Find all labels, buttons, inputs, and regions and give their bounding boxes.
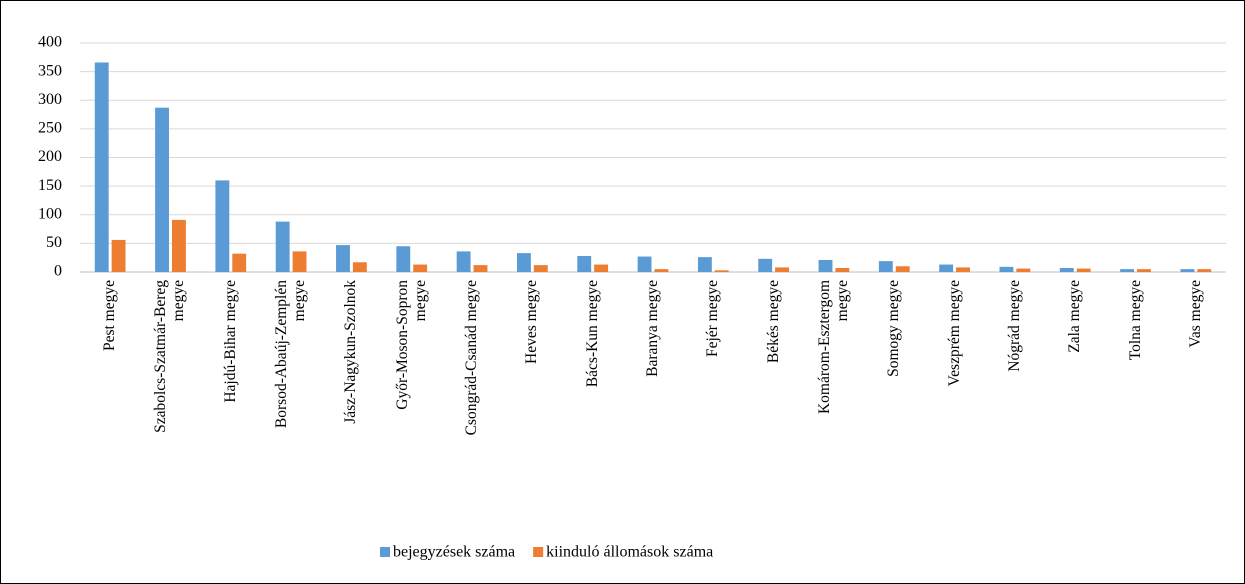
bar (654, 269, 669, 272)
x-tick-label: Veszprém megye (945, 280, 963, 387)
x-tick-label: Komárom-Esztergom megye (815, 280, 851, 415)
bar (594, 264, 609, 272)
bar (999, 266, 1014, 272)
bar (835, 267, 850, 272)
x-tick-label: Szabolcs-Szatmár-Bereg megye (152, 280, 188, 433)
bar (637, 256, 652, 272)
y-tick-label: 100 (38, 205, 62, 222)
bar (456, 251, 471, 272)
y-tick-label: 200 (38, 148, 62, 165)
bar (1137, 269, 1151, 272)
legend-label: bejegyzések száma (393, 544, 515, 561)
bar (956, 267, 970, 272)
legend-swatch (380, 547, 390, 557)
bar (275, 221, 290, 272)
legend-swatch (533, 547, 544, 557)
bar (818, 259, 833, 272)
bar (1076, 268, 1091, 272)
y-tick-label: 150 (38, 177, 62, 194)
x-tick-label: Somogy megye (885, 280, 903, 377)
x-tick-label: Jász-Nagykun-Szolnok (342, 280, 360, 424)
legend-label: kiinduló állomások száma (546, 544, 713, 561)
y-tick-label: 350 (38, 62, 62, 79)
bar (336, 245, 350, 272)
bar (215, 180, 230, 272)
x-tick-label: Vas megye (1186, 280, 1204, 348)
bar (516, 253, 531, 272)
y-tick-label: 300 (38, 91, 62, 108)
bar (878, 261, 893, 272)
bar (171, 219, 186, 272)
x-tick-label: Csongrád-Csanád megye (463, 280, 481, 436)
bar (292, 251, 307, 272)
x-tick-label: Pest megye (101, 280, 119, 352)
bar (533, 265, 548, 272)
bar (1197, 269, 1212, 272)
x-tick-label: Győr-Moson-Sopron megye (393, 280, 429, 410)
x-tick-label: Tolna megye (1126, 280, 1144, 361)
bar (473, 265, 488, 272)
bar (775, 267, 790, 272)
bar (94, 62, 109, 273)
y-tick-label: 50 (46, 234, 62, 251)
bar (111, 239, 126, 272)
bar (352, 262, 367, 272)
bar (939, 264, 954, 272)
x-tick-label: Baranya megye (644, 280, 661, 377)
bar (895, 266, 910, 272)
y-tick-label: 0 (54, 263, 62, 280)
y-tick-label: 250 (38, 120, 62, 137)
bar (1180, 269, 1195, 272)
bar (232, 253, 247, 272)
bar (714, 270, 729, 272)
bar (396, 246, 411, 272)
bar (413, 264, 428, 272)
y-tick-label: 400 (38, 34, 62, 51)
bar (1016, 268, 1031, 272)
x-tick-label: Heves megye (523, 280, 541, 364)
bar (1059, 267, 1074, 272)
bar (1120, 269, 1135, 272)
x-tick-label: Zala megye (1066, 280, 1084, 353)
bar (758, 258, 773, 272)
x-tick-label: Fejér megye (704, 280, 722, 358)
bar (577, 255, 592, 272)
bar (697, 257, 712, 272)
x-tick-label: Bács-Kun megye (583, 280, 601, 388)
bar (155, 107, 169, 272)
x-tick-label: Nógrád megye (1005, 280, 1023, 372)
x-tick-label: Békés megye (764, 280, 782, 364)
x-tick-label: Borsod-Abaúj-Zemplén megye (273, 280, 309, 429)
x-tick-label: Hajdú-Bihar megye (221, 280, 239, 403)
